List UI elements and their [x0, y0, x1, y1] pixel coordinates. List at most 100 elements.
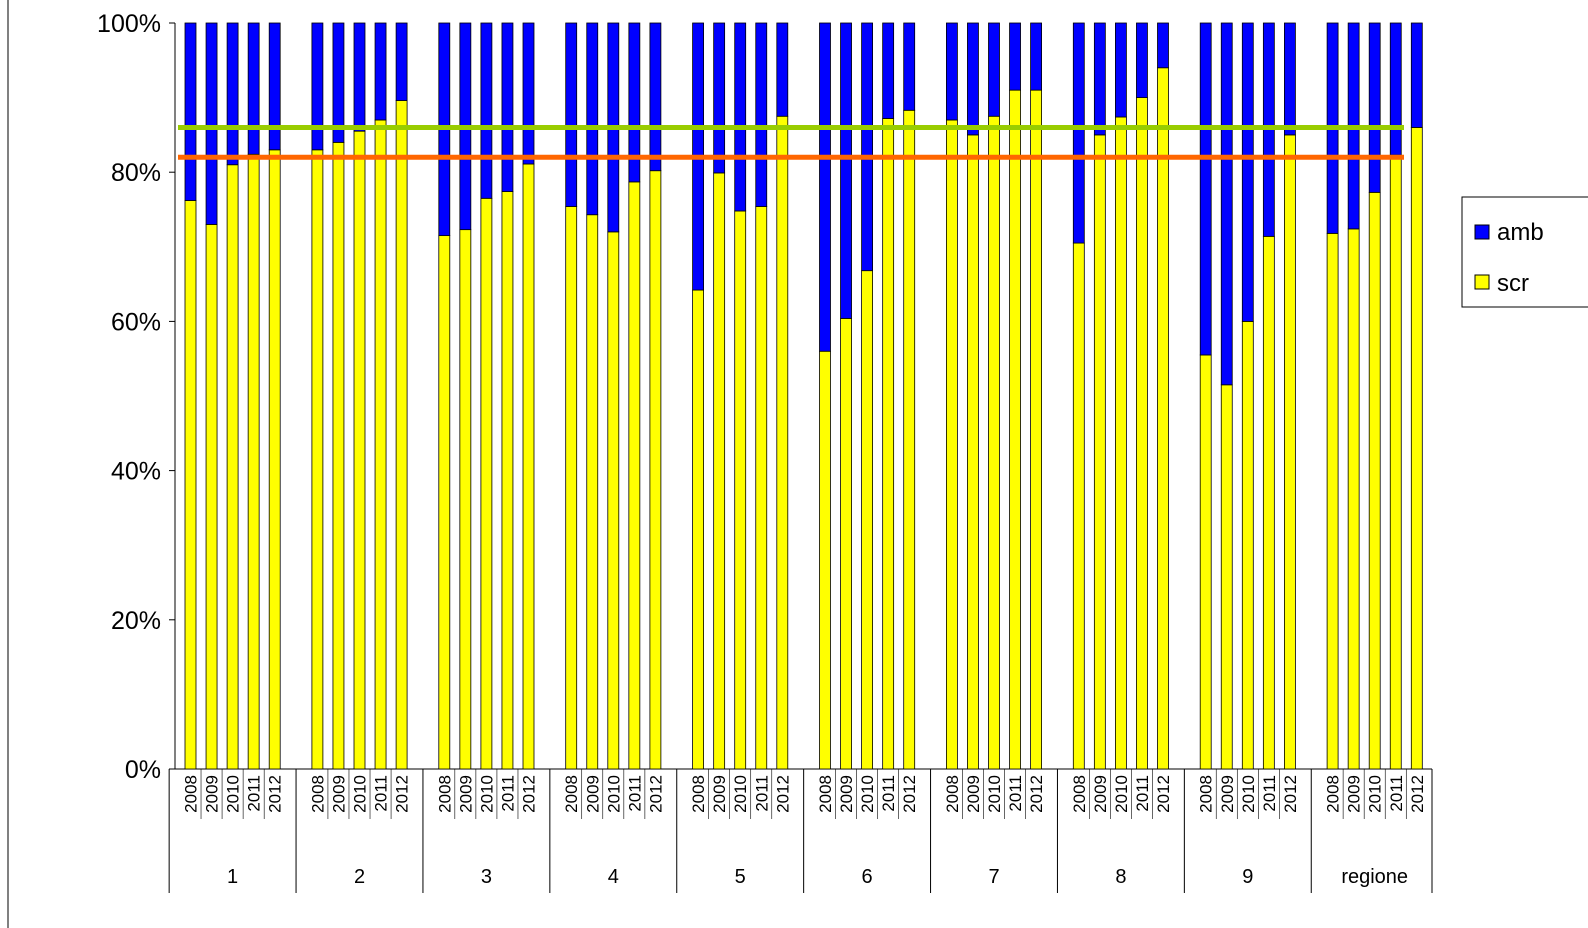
bar-scr	[755, 206, 768, 770]
bar-scr	[819, 350, 831, 770]
bar-scr	[353, 130, 366, 770]
x-group-label: 4	[608, 866, 619, 888]
x-tick-label-year: 2008	[1324, 775, 1343, 813]
bar-amb	[1115, 22, 1127, 118]
y-tick-label: 40%	[111, 458, 161, 486]
bar-scr	[882, 118, 895, 770]
x-tick-label-year: 2010	[1112, 775, 1131, 813]
x-tick-label-year: 2012	[1154, 775, 1173, 813]
bar-scr	[205, 224, 218, 770]
x-tick-label-year: 2012	[1027, 775, 1046, 813]
bar-scr	[311, 149, 324, 770]
x-tick-label-year: 2008	[435, 775, 454, 813]
x-group-label: 3	[481, 866, 492, 888]
legend-swatch-amb	[1474, 224, 1490, 240]
x-tick-label-year: 2008	[689, 775, 708, 813]
x-tick-label-year: 2008	[1197, 775, 1216, 813]
bar-amb	[755, 22, 768, 207]
x-group-label: 6	[862, 866, 873, 888]
bar-amb	[713, 22, 726, 174]
legend-label-amb: amb	[1497, 219, 1544, 246]
x-tick-label-year: 2011	[752, 775, 771, 812]
bar-amb	[840, 22, 852, 319]
bar-amb	[861, 22, 873, 272]
x-tick-label-year: 2012	[1281, 775, 1300, 813]
legend-label-scr: scr	[1497, 270, 1529, 297]
x-tick-label-year: 2009	[1345, 775, 1364, 813]
bar-scr	[713, 172, 726, 770]
bar-scr	[395, 100, 408, 770]
bar-scr	[607, 231, 620, 770]
bar-amb	[776, 22, 789, 117]
bar-scr	[1389, 154, 1402, 770]
bar-amb	[311, 22, 324, 151]
x-group-label: 2	[354, 866, 365, 888]
bar-scr	[946, 119, 958, 770]
x-tick-label-year: 2009	[964, 775, 983, 813]
bar-amb	[565, 22, 578, 207]
x-group-label: 7	[988, 866, 999, 888]
bar-scr	[1241, 320, 1254, 770]
bar-scr	[649, 170, 662, 770]
legend: amb scr	[1461, 196, 1588, 308]
bar-scr	[480, 197, 493, 770]
x-tick-label-year: 2012	[393, 775, 412, 813]
x-tick-label-year: 2010	[731, 775, 750, 813]
x-group-label: 9	[1242, 866, 1253, 888]
bar-amb	[628, 22, 641, 183]
y-tick-label: 60%	[111, 308, 161, 336]
bar-amb	[184, 22, 197, 201]
bar-scr	[459, 229, 472, 770]
x-tick-label-year: 2008	[816, 775, 835, 813]
x-tick-label-year: 2010	[1366, 775, 1385, 813]
bar-scr	[1220, 384, 1233, 770]
x-tick-label-year: 2010	[477, 775, 496, 813]
bar-amb	[353, 22, 366, 132]
bar-amb	[205, 22, 218, 225]
bar-scr	[1009, 89, 1021, 770]
bar-scr	[776, 115, 789, 770]
x-tick-label-year: 2012	[646, 775, 665, 813]
bar-scr	[1093, 134, 1106, 770]
legend-swatch-scr	[1474, 274, 1490, 290]
bar-scr	[438, 235, 451, 770]
bar-amb	[1284, 22, 1296, 136]
bar-amb	[374, 22, 387, 121]
bar-scr	[1157, 67, 1169, 770]
bar-amb	[226, 22, 239, 166]
bar-scr	[1326, 232, 1339, 770]
bar-amb	[1389, 22, 1402, 156]
bar-scr	[268, 149, 281, 770]
x-tick-label-year: 2009	[1218, 775, 1237, 813]
bar-amb	[1093, 22, 1106, 136]
bar-scr	[988, 115, 1000, 770]
x-group-label: 8	[1115, 866, 1126, 888]
bar-scr	[565, 206, 578, 770]
plot-area: 0%20%40%60%80%100%2008 2009 2010 2011 201212…	[97, 10, 1433, 893]
x-tick-label-year: 2012	[266, 775, 285, 813]
x-tick-label-year: 2011	[1006, 775, 1025, 812]
x-tick-label-year: 2008	[562, 775, 581, 813]
x-tick-label-year: 2010	[604, 775, 623, 813]
x-tick-label-year: 2011	[245, 775, 264, 812]
bar-amb	[988, 22, 1000, 117]
x-tick-label-year: 2010	[985, 775, 1004, 813]
bar-amb	[1241, 22, 1254, 322]
x-tick-label-year: 2008	[308, 775, 327, 813]
x-tick-label-year: 2008	[1070, 775, 1089, 813]
x-group-label: 1	[227, 866, 238, 888]
bar-amb	[967, 22, 979, 136]
x-tick-label-year: 2009	[710, 775, 729, 813]
x-tick-label-year: 2010	[224, 775, 243, 813]
bar-amb	[586, 22, 599, 216]
y-tick-label: 0%	[125, 756, 161, 784]
x-tick-label-year: 2009	[203, 775, 222, 813]
x-tick-label-year: 2008	[943, 775, 962, 813]
bar-scr	[734, 210, 747, 770]
bar-amb	[1030, 22, 1042, 91]
x-tick-label-year: 2009	[1091, 775, 1110, 813]
bar-amb	[903, 22, 916, 111]
bar-amb	[946, 22, 958, 121]
